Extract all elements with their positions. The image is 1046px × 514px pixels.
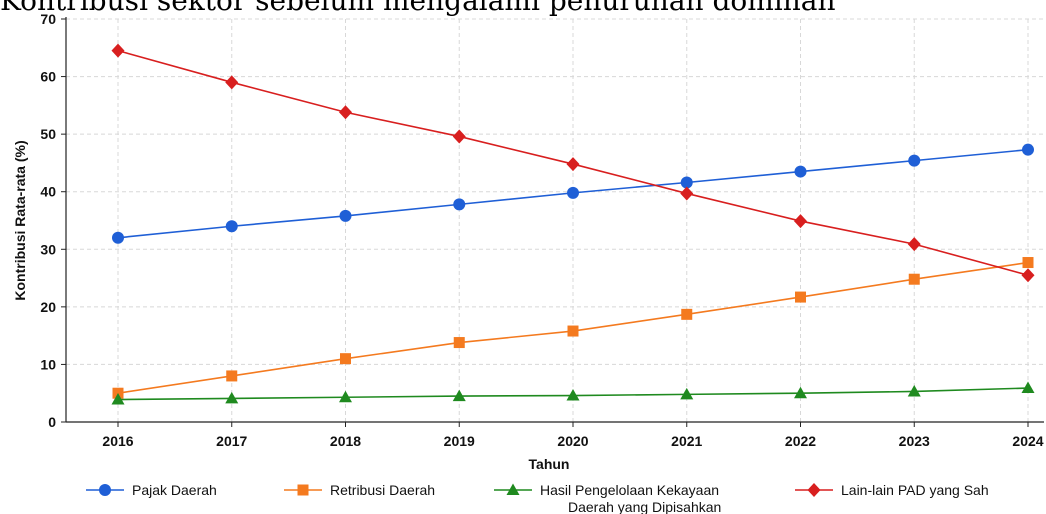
legend-label: Hasil Pengelolaan Kekayaan Daerah yang Di… xyxy=(540,482,721,514)
data-point xyxy=(795,291,806,303)
legend-item-3: Hasil Pengelolaan Kekayaan Daerah yang Di… xyxy=(494,482,721,514)
data-point xyxy=(566,157,580,172)
data-point xyxy=(1021,381,1035,394)
data-point xyxy=(680,387,694,400)
y-tick-label: 30 xyxy=(40,241,56,257)
data-point xyxy=(567,186,579,199)
data-point xyxy=(680,186,694,201)
x-tick-label: 2023 xyxy=(899,433,930,449)
data-point xyxy=(681,308,693,320)
x-tick-label: 2024 xyxy=(1012,433,1043,449)
data-point xyxy=(226,370,238,382)
legend-label-line: Retribusi Daerah xyxy=(330,482,435,498)
legend-label: Pajak Daerah xyxy=(132,482,217,498)
x-tick-label: 2017 xyxy=(216,433,247,449)
data-point xyxy=(907,237,921,252)
legend-label-line: Pajak Daerah xyxy=(132,482,217,498)
y-axis-label: Kontribusi Rata-rata (%) xyxy=(12,140,28,300)
x-tick-label: 2019 xyxy=(444,433,475,449)
data-point xyxy=(453,337,465,349)
x-tick-label: 2018 xyxy=(330,433,361,449)
series-1 xyxy=(112,143,1034,244)
data-point xyxy=(452,389,466,402)
legend-marker xyxy=(807,483,821,497)
data-point xyxy=(339,390,352,403)
data-point xyxy=(1022,143,1034,156)
data-point xyxy=(339,105,352,120)
data-point xyxy=(794,165,807,178)
legend-item-2: Retribusi Daerah xyxy=(284,482,435,498)
y-tick-label: 60 xyxy=(40,69,56,85)
data-point xyxy=(794,214,807,229)
legend-item-1: Pajak Daerah xyxy=(86,482,217,498)
grid-lines xyxy=(66,18,1044,423)
legend-marker xyxy=(99,484,111,496)
data-point xyxy=(908,154,921,167)
chart-heading-fragment: Kontribusi sektor sebelum mengalami penu… xyxy=(0,0,836,17)
data-point xyxy=(907,384,921,397)
data-point xyxy=(908,273,920,285)
data-point xyxy=(340,353,351,365)
data-point xyxy=(339,209,352,222)
data-point xyxy=(567,325,579,337)
data-point xyxy=(111,43,125,58)
legend-label-line: Daerah yang Dipisahkan xyxy=(568,499,721,514)
y-tick-label: 40 xyxy=(40,184,56,200)
data-point xyxy=(1022,257,1034,269)
legend-label: Lain-lain PAD yang Sah xyxy=(841,482,989,498)
legend-marker xyxy=(506,483,520,495)
x-axis-label: Tahun xyxy=(529,456,570,472)
data-point xyxy=(112,231,124,244)
data-point xyxy=(1021,268,1035,283)
x-tick-label: 2020 xyxy=(557,433,588,449)
legend-label-line: Hasil Pengelolaan Kekayaan xyxy=(540,482,719,498)
y-tick-label: 70 xyxy=(40,11,56,27)
legend-item-4: Lain-lain PAD yang Sah xyxy=(795,482,989,498)
y-tick-label: 20 xyxy=(40,299,56,315)
x-tick-label: 2022 xyxy=(785,433,816,449)
x-tick-labels: 2016 2017 2018 2019 2020 2021 2022 2023 2024 xyxy=(102,422,1044,449)
y-tick-label: 50 xyxy=(40,126,56,142)
axes xyxy=(65,17,1044,423)
series-group xyxy=(111,43,1035,405)
data-point xyxy=(225,391,239,404)
data-point xyxy=(225,75,239,90)
data-point xyxy=(453,198,466,211)
series-3 xyxy=(111,381,1035,405)
y-tick-label: 0 xyxy=(48,414,56,430)
y-tick-label: 10 xyxy=(40,356,56,372)
data-point xyxy=(680,176,693,189)
data-point xyxy=(452,129,466,144)
legend-label: Retribusi Daerah xyxy=(330,482,435,498)
x-tick-label: 2016 xyxy=(102,433,133,449)
legend-label-line: Lain-lain PAD yang Sah xyxy=(841,482,989,498)
legend-marker xyxy=(297,484,309,496)
data-point xyxy=(111,393,125,405)
series-4 xyxy=(111,43,1035,283)
legend: Pajak Daerah Retribusi Daerah Hasil Pengel… xyxy=(86,482,989,514)
y-tick-labels: 0 10 20 30 40 50 60 70 xyxy=(40,11,66,430)
data-point xyxy=(794,386,807,399)
data-point xyxy=(225,220,238,233)
data-point xyxy=(566,389,580,401)
x-tick-label: 2021 xyxy=(671,433,702,449)
